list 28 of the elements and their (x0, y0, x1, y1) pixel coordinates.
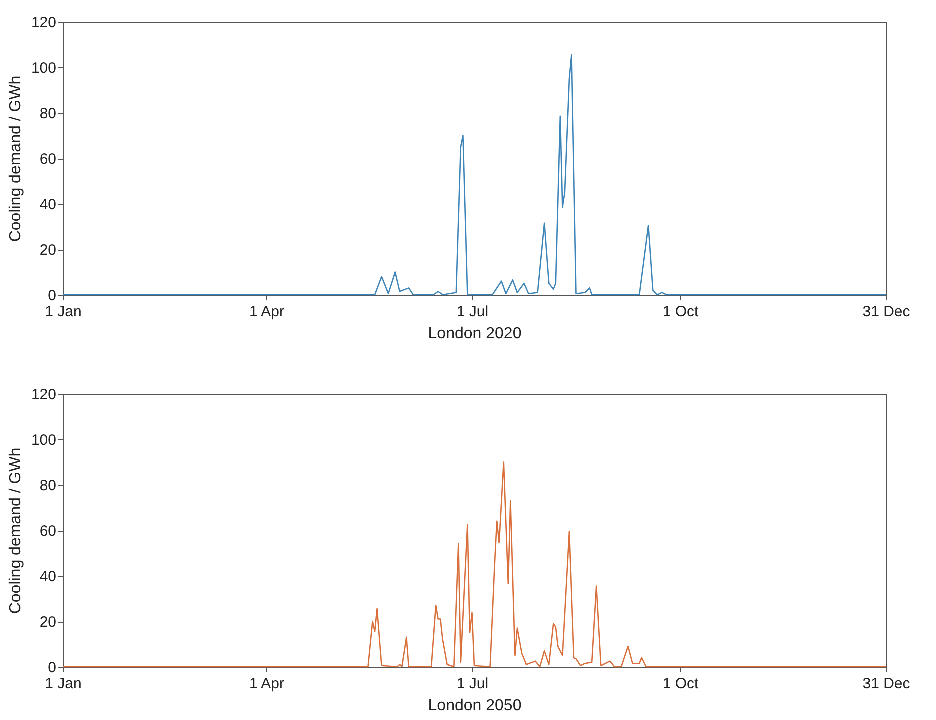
y-tick-label: 60 (40, 523, 56, 540)
y-tick-label: 80 (40, 106, 56, 122)
x-tick-label: 1 Oct (662, 676, 700, 692)
y-tick-label: 120 (31, 386, 56, 404)
x-tick-label: 31 Dec (862, 304, 911, 320)
y-tick-label: 40 (40, 196, 56, 214)
x-axis-title: London 2020 (428, 326, 522, 342)
x-tick-label: 1 Jul (456, 304, 489, 320)
y-tick-label: 80 (40, 478, 56, 494)
y-tick-label: 60 (40, 151, 56, 168)
y-tick-label: 0 (48, 660, 56, 676)
x-tick-label: 1 Jul (456, 676, 489, 692)
x-tick-label: 1 Apr (249, 304, 285, 320)
y-tick-label: 20 (40, 242, 56, 259)
x-tick-label: 1 Jan (45, 676, 82, 692)
y-tick-label: 0 (48, 288, 56, 304)
y-tick-label: 100 (31, 432, 56, 449)
y-tick-label: 120 (31, 14, 56, 32)
y-axis-title: Cooling demand / GWh (7, 448, 24, 614)
y-axis-title: Cooling demand / GWh (7, 76, 24, 242)
x-tick-label: 1 Oct (662, 304, 700, 320)
x-tick-label: 1 Jan (45, 304, 82, 320)
x-tick-label: 31 Dec (862, 676, 911, 692)
y-tick-label: 20 (40, 614, 56, 631)
y-tick-label: 100 (31, 60, 56, 77)
x-axis-title: London 2050 (428, 698, 522, 714)
y-tick-label: 40 (40, 568, 56, 586)
x-tick-label: 1 Apr (249, 676, 285, 692)
